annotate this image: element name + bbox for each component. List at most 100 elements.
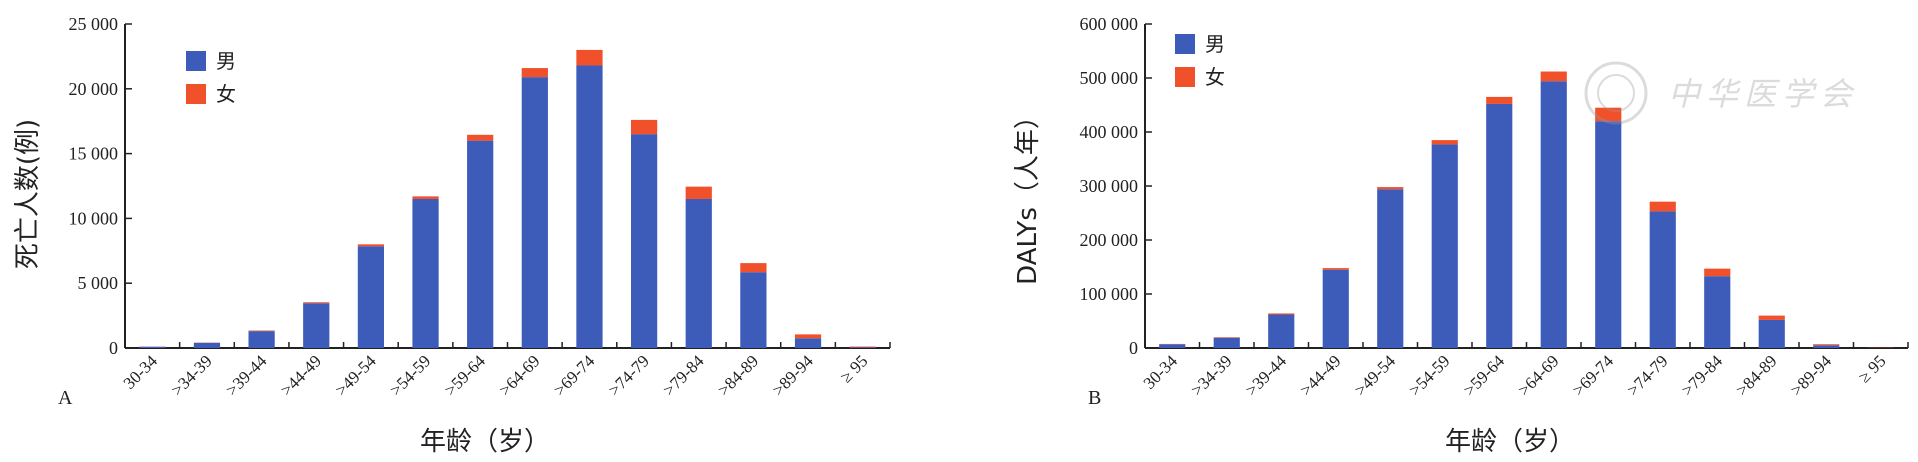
- bar-male-b: [1268, 314, 1295, 348]
- bar-male-a: [139, 346, 166, 348]
- x-tick-label: >79-84: [1678, 351, 1727, 400]
- bar-male-b: [1813, 345, 1840, 348]
- x-tick-label: 30-34: [120, 351, 162, 393]
- axes-b: [1144, 24, 1908, 349]
- legend-b: 男 女: [1175, 32, 1225, 89]
- x-tick-label: >89-94: [769, 351, 818, 400]
- xticks-a: 30-34 >34-39 >39-44 >44-49 >49-54 >54-59 >59-6…: [120, 342, 891, 400]
- x-tick-label: >59-64: [1460, 351, 1509, 400]
- y-tick-label: 10 000: [69, 208, 119, 228]
- bar-female-b: [1377, 187, 1404, 190]
- bar-female-a: [521, 68, 548, 78]
- bar-male-a: [630, 134, 658, 348]
- y-tick-label: 5 000: [78, 273, 119, 293]
- x-tick-label: >54-59: [1405, 351, 1453, 399]
- yticks-a: 0 5 000 10 000 15 000 20 000 25 000: [69, 14, 132, 358]
- bar-female-b: [1813, 344, 1840, 346]
- bar-male-b: [1540, 81, 1567, 349]
- x-tick-label: >49-54: [331, 351, 380, 400]
- x-tick-label: >89-94: [1787, 351, 1836, 400]
- bar-female-b: [1540, 71, 1567, 82]
- x-tick-label: >49-54: [1351, 351, 1400, 400]
- y-tick-label: 0: [1129, 338, 1138, 358]
- yticks-b: 0 100 000 200 000 300 000 400 000 500 000 600 …: [1080, 14, 1152, 358]
- x-tick-label: >74-79: [1623, 351, 1671, 399]
- bar-male-a: [740, 272, 767, 348]
- x-tick-label: >74-79: [605, 351, 653, 399]
- y-tick-label: 200 000: [1080, 230, 1139, 250]
- chart-panel-a: 30-34 >34-39 >39-44 >44-49 >49-54 >54-59 >59-6…: [13, 14, 891, 457]
- x-tick-label: >34-39: [1187, 351, 1235, 399]
- x-tick-label: >39-44: [1242, 351, 1291, 400]
- bar-male-b: [1431, 144, 1458, 348]
- bars-b: [1159, 71, 1894, 349]
- bars-a: [139, 49, 876, 349]
- bar-male-a: [303, 303, 330, 348]
- bar-male-a: [412, 198, 439, 348]
- bar-male-b: [1213, 337, 1240, 348]
- bar-female-b: [1758, 315, 1785, 320]
- bar-female-a: [740, 263, 767, 273]
- x-tick-label: >44-49: [1296, 351, 1344, 399]
- bar-female-a: [248, 330, 275, 332]
- legend-label-male-a: 男: [216, 49, 236, 73]
- x-tick-label: >84-89: [714, 351, 762, 399]
- y-tick-label: 500 000: [1080, 68, 1139, 88]
- bar-female-b: [1431, 140, 1458, 145]
- y-tick-label: 300 000: [1080, 176, 1139, 196]
- y-tick-label: 20 000: [69, 79, 119, 99]
- bar-male-b: [1649, 211, 1676, 348]
- watermark-seal-icon: [1584, 61, 1648, 125]
- x-tick-label: >64-69: [1514, 351, 1562, 399]
- y-tick-label: 100 000: [1080, 284, 1139, 304]
- x-tick-label: >59-64: [441, 351, 490, 400]
- bar-male-b: [1704, 276, 1731, 348]
- panel-label-a: A: [58, 387, 73, 409]
- bar-male-a: [685, 198, 712, 348]
- bar-male-b: [1377, 189, 1404, 348]
- bar-female-a: [849, 346, 876, 348]
- bar-female-a: [685, 186, 712, 199]
- legend-swatch-male-b: [1175, 34, 1195, 54]
- bar-female-b: [1213, 337, 1240, 338]
- x-axis-title-b: 年龄（岁）: [1445, 427, 1575, 457]
- bar-female-b: [1268, 313, 1295, 315]
- x-tick-label: ≥ 95: [1855, 351, 1890, 386]
- bar-male-b: [1595, 121, 1622, 348]
- bar-male-a: [357, 246, 385, 348]
- y-tick-label: 15 000: [69, 144, 119, 164]
- bar-female-b: [1704, 268, 1731, 277]
- bar-male-a: [248, 331, 275, 348]
- legend-swatch-female-a: [186, 84, 206, 104]
- panel-label-b: B: [1088, 387, 1101, 409]
- bar-male-a: [576, 65, 603, 349]
- legend-swatch-female-b: [1175, 67, 1195, 87]
- x-tick-label: >64-69: [495, 351, 543, 399]
- legend-swatch-male-a: [186, 51, 206, 71]
- bar-female-b: [1595, 107, 1622, 122]
- bar-male-a: [193, 342, 221, 348]
- legend-a: 男 女: [186, 49, 236, 106]
- x-tick-label: >39-44: [222, 351, 271, 400]
- y-tick-label: 25 000: [69, 14, 119, 34]
- x-tick-label: >69-74: [550, 351, 599, 400]
- bar-male-a: [521, 77, 548, 349]
- y-tick-label: 600 000: [1080, 14, 1139, 34]
- bar-female-b: [1486, 96, 1513, 104]
- bar-female-a: [467, 134, 494, 141]
- bar-male-a: [849, 347, 876, 348]
- watermark-seal-inner-icon: [1597, 74, 1635, 112]
- x-tick-label: >84-89: [1732, 351, 1780, 399]
- xticks-b: 30-34 >34-39 >39-44 >44-49 >49-54 >54-59 >59-6…: [1140, 342, 1909, 400]
- bar-female-a: [794, 334, 822, 339]
- x-axis-title-a: 年龄（岁）: [420, 427, 550, 457]
- x-tick-label: >79-84: [659, 351, 708, 400]
- x-tick-label: 30-34: [1140, 351, 1182, 393]
- legend-label-female-b: 女: [1205, 65, 1225, 89]
- bar-female-b: [1649, 201, 1676, 212]
- bar-male-b: [1322, 269, 1349, 348]
- axes-a: [124, 24, 890, 349]
- bar-male-a: [794, 338, 822, 348]
- legend-label-male-b: 男: [1205, 32, 1225, 56]
